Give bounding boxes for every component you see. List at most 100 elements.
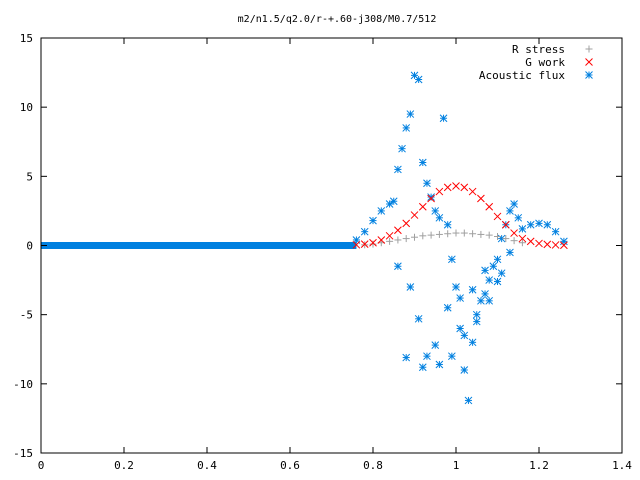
g-work-point [493,212,502,221]
acoustic-flux-point [560,237,568,246]
x-tick-label: 1.4 [612,459,632,472]
acoustic-flux-point [398,144,406,153]
acoustic-flux-point [485,296,494,305]
acoustic-flux-point [456,294,465,302]
acoustic-flux-point [489,262,498,271]
chart-title: m2/n1.5/q2.0/r-+.60-j308/M0.7/512 [238,14,437,25]
acoustic-flux-point [452,283,460,291]
plot-area [41,71,568,405]
acoustic-flux-point [427,193,435,201]
acoustic-flux-point [468,285,477,294]
acoustic-flux-point [394,262,402,271]
g-work-point [377,236,386,244]
legend-label: G work [525,56,565,69]
y-tick-label: -15 [13,447,33,460]
series-g-work [352,182,568,250]
acoustic-flux-point [481,266,489,275]
acoustic-flux-point [423,179,431,188]
g-work-point [402,219,411,228]
acoustic-flux-point [506,207,514,215]
acoustic-flux-point [418,363,427,372]
acoustic-flux-point [543,220,552,229]
acoustic-flux-point [435,213,444,222]
acoustic-flux-point [435,360,444,369]
acoustic-flux-point [439,114,448,123]
acoustic-flux-point [506,248,514,257]
g-work-point [501,220,510,229]
y-tick-label: -10 [13,378,33,391]
acoustic-flux-point [447,352,456,361]
acoustic-flux-point [493,255,502,264]
r-stress-point [402,235,410,243]
g-work-point [551,241,560,249]
x-tick-label: 1.2 [529,459,549,472]
g-work-point [394,226,402,235]
acoustic-flux-point [394,165,402,174]
r-stress-point [386,237,394,245]
x-tick-label: 0.8 [363,459,383,472]
acoustic-flux-point [406,110,415,118]
acoustic-flux-point [518,225,527,233]
r-stress-point [419,232,427,240]
acoustic-flux-point [526,220,535,229]
g-work-point [435,187,444,196]
acoustic-flux-point [414,75,423,84]
acoustic-flux-point [481,290,489,298]
g-work-point [510,229,518,237]
acoustic-flux-point [369,216,377,225]
acoustic-flux-point [447,255,456,264]
g-work-point [485,202,494,211]
acoustic-flux-point [464,396,473,405]
acoustic-flux-point [497,269,506,278]
g-work-point [443,183,452,192]
r-stress-point [427,231,435,239]
x-tick-label: 1 [453,459,460,472]
y-tick-label: 5 [26,170,33,183]
acoustic-flux-point [431,341,440,349]
acoustic-flux-point [460,331,469,340]
r-stress-point [452,229,460,237]
acoustic-flux-point [477,296,485,305]
r-stress-point [494,233,501,241]
acoustic-flux-point [406,283,415,291]
r-stress-point [411,233,418,241]
g-work-point [543,240,552,249]
legend-marker-r-stress [585,45,593,53]
acoustic-flux-point [402,353,411,362]
y-tick-label: 15 [20,32,33,45]
acoustic-flux-point [423,352,431,361]
acoustic-flux-point [431,207,440,215]
g-work-point [352,240,361,249]
g-work-point [526,237,535,246]
x-tick-label: 0 [38,459,45,472]
acoustic-flux-point [443,220,452,229]
r-stress-point [510,237,518,245]
g-work-point [535,239,543,248]
r-stress-point [460,229,468,237]
acoustic-flux-point [456,324,465,333]
acoustic-flux-point [377,207,386,215]
series-acoustic-flux [352,71,568,405]
acoustic-flux-point [514,213,523,222]
acoustic-flux-point [493,277,502,286]
y-tick-label: -5 [20,309,33,322]
acoustic-flux-point [510,200,518,208]
axes: 0 0.2 0.4 0.6 0.8 1 1.2 1.4 15 10 5 0 -5 -10 -15 [13,32,632,472]
r-stress-point [469,230,477,238]
g-work-point [468,187,477,196]
acoustic-flux-point [414,314,423,323]
g-work-point [369,238,377,247]
x-tick-label: 0.2 [114,459,134,472]
acoustic-flux-point [472,310,481,319]
acoustic-flux-point [485,276,494,284]
g-work-point [360,240,369,248]
r-stress-point [518,239,526,247]
legend-label: R stress [512,43,565,56]
acoustic-flux-point [360,227,369,236]
r-stress-point [394,236,402,244]
r-stress-point [369,240,377,248]
acoustic-flux-point [418,158,427,167]
acoustic-flux-point [402,124,411,132]
x-tick-label: 0.4 [197,459,217,472]
